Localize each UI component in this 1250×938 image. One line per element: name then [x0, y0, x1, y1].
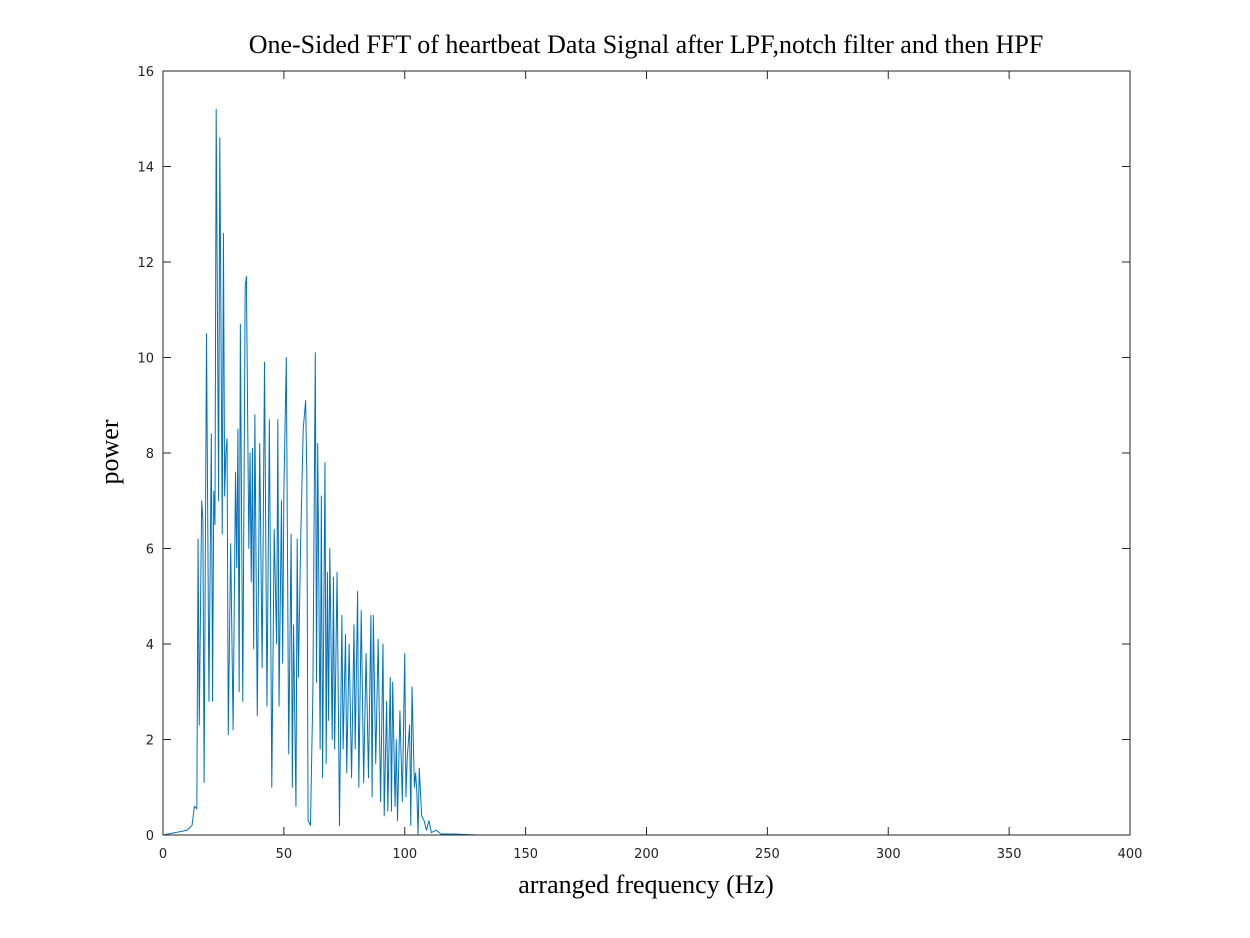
x-tick-label: 300 [876, 847, 901, 862]
x-tick-label: 0 [159, 847, 167, 862]
x-tick-label: 200 [634, 847, 659, 862]
y-tick-label: 14 [137, 161, 154, 176]
x-tick-label: 50 [276, 847, 293, 862]
y-tick-label: 2 [146, 734, 154, 749]
x-axis-label: arranged frequency (Hz) [518, 870, 774, 899]
y-tick-label: 16 [137, 65, 154, 80]
x-tick-label: 250 [755, 847, 780, 862]
y-tick-label: 6 [146, 543, 154, 558]
y-tick-label: 4 [146, 638, 154, 653]
y-tick-label: 0 [146, 829, 154, 844]
y-tick-label: 8 [146, 447, 154, 462]
y-tick-label: 12 [137, 256, 154, 271]
x-tick-label: 100 [392, 847, 417, 862]
x-tick-label: 150 [513, 847, 538, 862]
data-line [162, 108, 1130, 836]
x-tick-label: 350 [997, 847, 1022, 862]
chart-title: One-Sided FFT of heartbeat Data Signal a… [249, 30, 1044, 59]
y-tick-label: 10 [137, 352, 154, 367]
x-tick-label: 400 [1118, 847, 1143, 862]
y-axis-label: power [95, 419, 124, 484]
